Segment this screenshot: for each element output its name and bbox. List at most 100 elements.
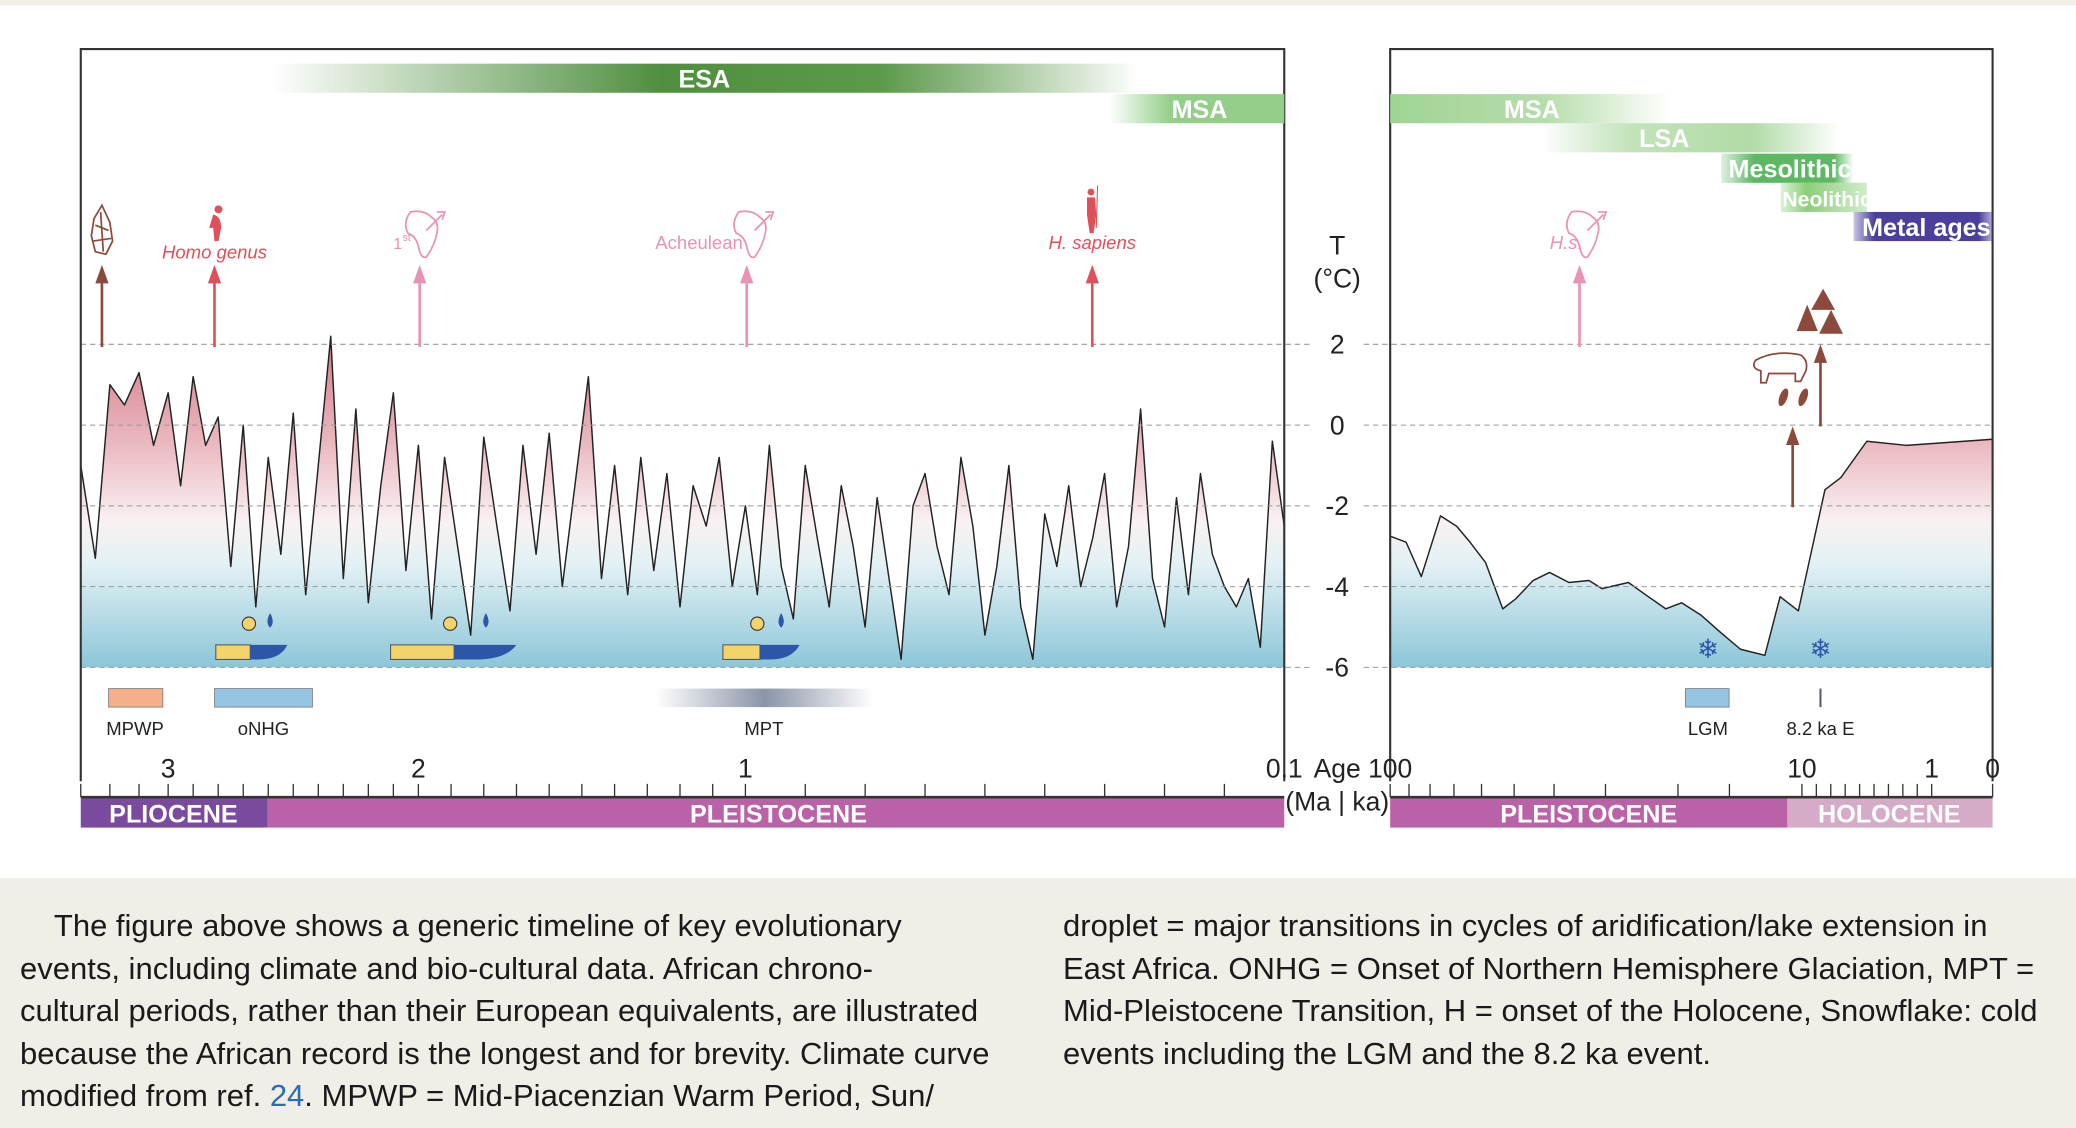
band-esa (271, 63, 1139, 93)
caption-line: events, including climate and bio-cultur… (20, 950, 873, 986)
hominin-icon (209, 205, 223, 242)
x-axis-unit: (Ma | ka) (1285, 786, 1389, 816)
caption-line: droplet = major transitions in cycles of… (1063, 908, 1988, 943)
x-tick-label: 100 (1368, 753, 1412, 783)
event-first-label: 1 (393, 236, 402, 253)
huts-icon (1796, 288, 1843, 334)
sun-droplet-lake-icon (390, 613, 517, 660)
band-metal-ages (1853, 211, 1993, 242)
caption-text: modified from ref. (20, 1078, 270, 1114)
caption-line: modified from ref. 24. MPWP = Mid-Piacen… (20, 1075, 990, 1118)
x-tick-label: 2 (411, 753, 426, 783)
band-lsa-label: LSA (1639, 125, 1689, 153)
band-lsa (1542, 123, 1841, 153)
temperature-curve-ma-line (80, 335, 1285, 661)
wheat-icon (1778, 388, 1809, 407)
arrow-first-dispersal (413, 264, 427, 347)
event-hs-label: H.s. (1550, 232, 1583, 253)
temperature-curve-ma-area (80, 336, 1285, 668)
band-msa-left (1109, 94, 1285, 124)
y-axis: T (°C) 2 0 -2 -4 -6 (1314, 230, 1361, 682)
x-tick-label: 0.1 (1266, 753, 1303, 783)
x-tick-label: 0 (1985, 753, 2000, 783)
band-msa-right-label: MSA (1504, 96, 1560, 124)
temperature-curve-ka-line (1389, 438, 1993, 657)
epoch-pliocene (80, 798, 268, 828)
arrow-homo-genus (207, 264, 222, 347)
events: Homo genus 1 st Acheulean H. sapiens H.s (90, 185, 1843, 508)
caption-text: . MPWP = Mid-Piacenzian Warm Period, Sun… (304, 1078, 934, 1114)
plot-frames (79, 48, 1994, 782)
legend-mpwp-swatch (108, 688, 164, 708)
stone-tool-icon (90, 203, 114, 256)
band-msa-left-label: MSA (1172, 96, 1228, 124)
sun-droplet-lake-icon (215, 613, 288, 660)
event-homo-genus-label: Homo genus (162, 241, 267, 262)
legend-lgm-label: LGM (1688, 718, 1728, 739)
pig-icon (1752, 352, 1808, 384)
climate-curves (80, 335, 1993, 668)
legend: MPWP oNHG MPT LGM 8.2 ka E (106, 688, 1855, 739)
epoch-holocene (1787, 798, 1993, 828)
caption-line: cultural periods, rather than their Euro… (20, 993, 979, 1029)
epoch-holocene-label: HOLOCENE (1818, 800, 1960, 828)
gridlines (80, 343, 1993, 668)
band-mesolithic-label: Mesolithic (1729, 156, 1852, 184)
legend-mpt-swatch (655, 688, 874, 708)
band-mesolithic (1721, 153, 1854, 183)
event-first-sup: st (402, 232, 410, 244)
y-tick-label: -2 (1325, 491, 1349, 521)
x-tick-label: 3 (161, 753, 176, 783)
caption-line: The figure above shows a generic timelin… (20, 908, 902, 943)
epoch-bar: PLIOCENE PLEISTOCENE PLEISTOCENE HOLOCEN… (80, 795, 1993, 828)
y-axis-unit: (°C) (1314, 263, 1361, 293)
legend-mpt-label: MPT (744, 718, 783, 739)
caption-right-column: droplet = major transitions in cycles of… (1063, 905, 2037, 1075)
caption-left-column: The figure above shows a generic timelin… (20, 905, 990, 1118)
arrow-hs-dispersal (1572, 264, 1587, 347)
africa-out-icon (404, 210, 447, 259)
legend-onhg-label: oNHG (238, 718, 289, 739)
caption-line: events including the LGM and the 8.2 ka … (1063, 1035, 1711, 1071)
arrow-acheulean (740, 264, 754, 347)
arrow-settlement (1813, 344, 1828, 427)
arrow-agriculture (1786, 426, 1800, 508)
y-tick-label: 2 (1330, 330, 1345, 360)
legend-mpwp-label: MPWP (106, 718, 164, 739)
y-tick-label: 0 (1330, 410, 1345, 440)
legend-82ka-label: 8.2 ka E (1787, 718, 1855, 739)
x-axis: 3 2 1 0.1 Age (Ma | ka) 100 10 1 0 (80, 753, 2000, 816)
x-tick-label: 1 (1924, 753, 1939, 783)
human-icon (1086, 185, 1099, 234)
reference-link[interactable]: 24 (269, 1078, 305, 1114)
x-tick-label: 10 (1787, 753, 1816, 783)
caption-line: East Africa. ONHG = Onset of Northern He… (1063, 950, 2035, 986)
epoch-pleistocene-right (1390, 798, 1788, 828)
legend-onhg-swatch (214, 688, 313, 708)
snowflake-icon: ❄ (1697, 634, 1719, 664)
y-axis-title: T (1329, 230, 1345, 260)
x-tick-label: 1 (738, 753, 753, 783)
caption-line: because the African record is the longes… (20, 1035, 990, 1071)
legend-lgm-swatch (1685, 688, 1730, 708)
band-msa-right (1390, 94, 1671, 124)
event-acheulean-label: Acheulean (655, 232, 743, 253)
x-axis-title: Age (1314, 753, 1361, 783)
snowflake-icon: ❄ (1809, 634, 1831, 664)
epoch-pleistocene-right-label: PLEISTOCENE (1500, 800, 1677, 828)
epoch-pleistocene-left (267, 798, 1285, 828)
epoch-pleistocene-left-label: PLEISTOCENE (690, 800, 867, 828)
band-esa-label: ESA (679, 65, 731, 93)
y-tick-label: -4 (1325, 572, 1349, 602)
epoch-pliocene-label: PLIOCENE (109, 800, 238, 828)
caption-line: Mid-Pleistocene Transition, H = onset of… (1063, 993, 2038, 1029)
arrow-h-sapiens (1085, 264, 1099, 347)
figure: ESA MSA MSA LSA Mesolithic Neolithic Met… (0, 0, 2076, 878)
africa-out-icon (733, 210, 775, 259)
band-metal-ages-label: Metal ages (1862, 214, 1991, 242)
period-bands: ESA MSA MSA LSA Mesolithic Neolithic Met… (271, 63, 1993, 242)
arrow-stone-tools (95, 264, 109, 347)
band-neolithic-label: Neolithic (1782, 189, 1872, 212)
aridity-lake-markers: ❄ ❄ (215, 613, 1832, 664)
africa-out-icon (1565, 210, 1608, 259)
